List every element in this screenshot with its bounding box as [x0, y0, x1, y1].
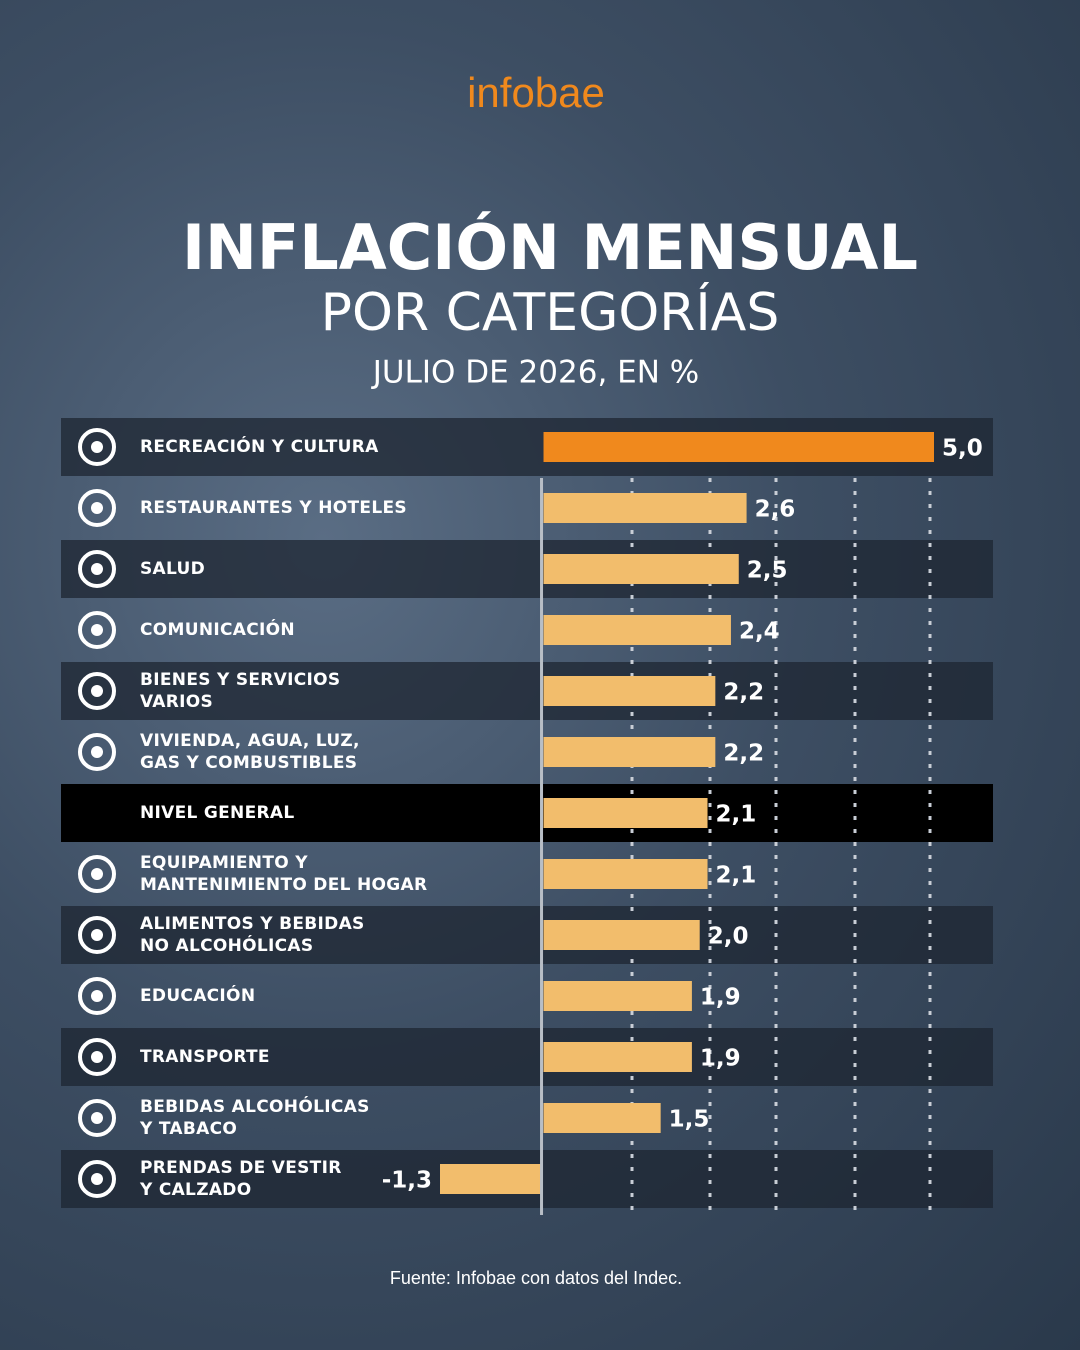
category-icon-dot	[91, 1173, 103, 1185]
row-band	[61, 1028, 993, 1086]
category-icon-dot	[91, 624, 103, 636]
bar	[543, 1042, 692, 1072]
category-label: RESTAURANTES Y HOTELES	[140, 498, 407, 518]
category-label: PRENDAS DE VESTIR Y CALZADO	[140, 1158, 342, 1200]
category-icon-dot	[91, 563, 103, 575]
row-band	[61, 540, 993, 598]
category-icon	[78, 977, 116, 1015]
bar	[543, 554, 739, 584]
value-label: 2,4	[739, 619, 780, 645]
category-icon	[78, 489, 116, 527]
bar	[543, 1103, 661, 1133]
category-icon	[78, 1160, 116, 1198]
category-icon	[78, 855, 116, 893]
category-icon-dot	[91, 685, 103, 697]
category-icon	[78, 550, 116, 588]
value-label: 1,5	[669, 1107, 710, 1133]
category-icon	[78, 672, 116, 710]
category-icon-dot	[91, 1051, 103, 1063]
category-label: TRANSPORTE	[140, 1047, 270, 1067]
bar	[543, 615, 731, 645]
category-icon-dot	[91, 746, 103, 758]
category-label: EDUCACIÓN	[140, 986, 256, 1006]
row-band	[61, 906, 993, 964]
value-label: 2,0	[708, 924, 749, 950]
bar	[543, 920, 700, 950]
category-label: EQUIPAMIENTO Y MANTENIMIENTO DEL HOGAR	[140, 853, 428, 895]
bar	[543, 981, 692, 1011]
category-label: ALIMENTOS Y BEBIDAS NO ALCOHÓLICAS	[140, 914, 365, 956]
row-band	[61, 784, 993, 842]
bar	[440, 1164, 542, 1194]
value-label: 1,9	[700, 985, 741, 1011]
category-icon-dot	[91, 868, 103, 880]
category-icon	[78, 428, 116, 466]
bar	[543, 493, 747, 523]
row-band	[61, 662, 993, 720]
category-label: NIVEL GENERAL	[140, 803, 295, 823]
bar	[543, 737, 716, 767]
value-label: 2,2	[723, 680, 764, 706]
category-label: COMUNICACIÓN	[140, 620, 295, 640]
category-icon-dot	[91, 929, 103, 941]
category-label: BEBIDAS ALCOHÓLICAS Y TABACO	[140, 1097, 370, 1139]
value-label: 1,9	[700, 1046, 741, 1072]
category-icon	[78, 733, 116, 771]
grid	[630, 478, 932, 1212]
value-label: -1,3	[382, 1168, 432, 1194]
category-label: VIVIENDA, AGUA, LUZ, GAS Y COMBUSTIBLES	[140, 731, 360, 773]
value-label: 2,2	[723, 741, 764, 767]
value-label: 5,0	[942, 436, 983, 462]
chart-title: INFLACIÓN MENSUAL	[182, 211, 918, 284]
category-icon	[78, 1038, 116, 1076]
chart-subtitle: POR CATEGORÍAS	[321, 282, 780, 343]
category-icon-dot	[91, 502, 103, 514]
value-label: 2,5	[747, 558, 788, 584]
category-icon-dot	[91, 441, 103, 453]
category-label: SALUD	[140, 559, 206, 579]
value-label: 2,1	[716, 863, 757, 889]
bar	[543, 859, 708, 889]
category-icon-dot	[91, 1112, 103, 1124]
bar	[543, 676, 716, 706]
bar	[543, 432, 934, 462]
category-icon-dot	[91, 990, 103, 1002]
bar	[543, 798, 708, 828]
chart-note: JULIO DE 2026, EN %	[371, 355, 700, 391]
category-label: BIENES Y SERVICIOS VARIOS	[140, 670, 341, 712]
source: Fuente: Infobae con datos del Indec.	[390, 1268, 682, 1288]
category-icon	[78, 1099, 116, 1137]
brand-logo: infobae	[467, 69, 605, 116]
value-label: 2,1	[716, 802, 757, 828]
category-icon	[78, 611, 116, 649]
category-icon	[78, 916, 116, 954]
value-label: 2,6	[755, 497, 796, 523]
category-label: RECREACIÓN Y CULTURA	[140, 437, 379, 457]
